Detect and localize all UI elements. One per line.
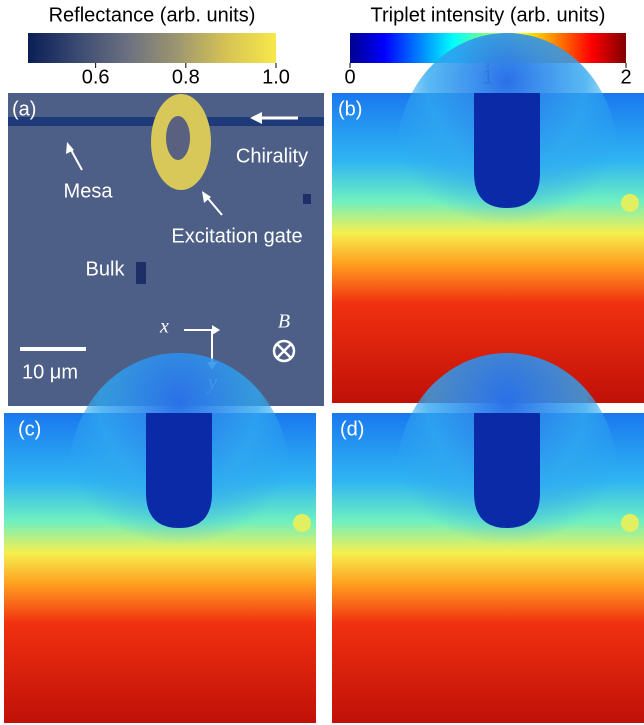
colorbar-label: Reflectance (arb. units) bbox=[49, 4, 256, 26]
triplet-image bbox=[4, 353, 316, 723]
axis-label: x bbox=[159, 316, 169, 338]
panel-b: (b) bbox=[332, 33, 644, 403]
annotation: Excitation gate bbox=[171, 225, 302, 247]
panel-label: (c) bbox=[18, 418, 41, 440]
tick-label: 1.0 bbox=[262, 66, 290, 88]
triplet-image bbox=[332, 33, 644, 403]
defect bbox=[303, 194, 311, 204]
panel-d: (d) bbox=[332, 353, 644, 723]
colorbar-label: Triplet intensity (arb. units) bbox=[371, 4, 606, 26]
tick-label: 0.8 bbox=[172, 66, 200, 88]
panel-label: (d) bbox=[340, 418, 364, 440]
panel-label: (b) bbox=[338, 98, 362, 120]
field-label: B bbox=[278, 311, 290, 333]
tick-label: 0 bbox=[344, 66, 355, 88]
gate-hole bbox=[166, 116, 190, 160]
panel-c: (c) bbox=[4, 353, 316, 723]
annotation: Bulk bbox=[86, 258, 126, 280]
tick-label: 2 bbox=[620, 66, 631, 88]
tick-label: 0.6 bbox=[82, 66, 110, 88]
figure: Reflectance (arb. units) 0.6 0.8 1.0 Triplet… bbox=[0, 0, 644, 725]
scale-label: 10 μm bbox=[22, 361, 78, 383]
annotation: Chirality bbox=[236, 145, 308, 167]
annotation: Mesa bbox=[64, 180, 114, 202]
triplet-image bbox=[332, 353, 644, 723]
panel-label: (a) bbox=[12, 98, 36, 120]
colorbar bbox=[28, 33, 276, 63]
defect bbox=[136, 262, 146, 284]
